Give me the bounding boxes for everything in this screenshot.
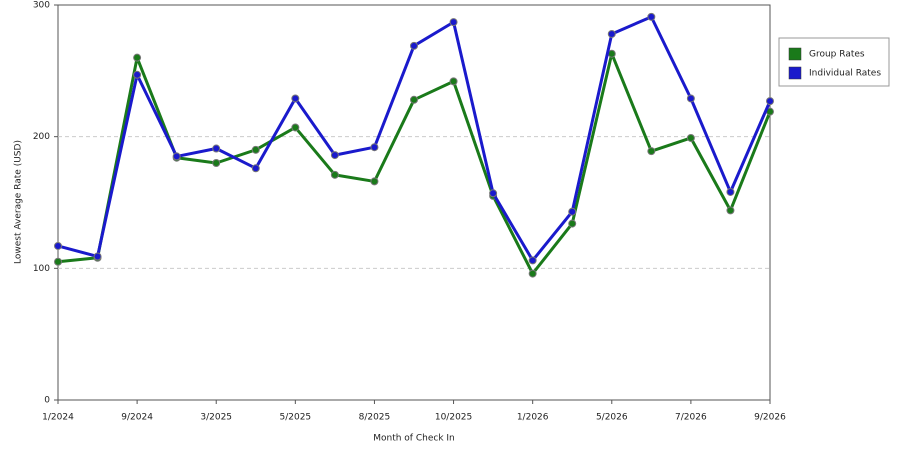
data-point (647, 12, 656, 21)
y-tick-label: 300 (33, 1, 50, 11)
data-point (766, 97, 774, 106)
x-tick-label: 3/2025 (200, 413, 232, 423)
data-point (607, 29, 616, 38)
data-point (726, 187, 735, 196)
data-point (489, 189, 498, 198)
data-point (410, 41, 418, 50)
plot-frame (57, 4, 771, 401)
data-point (291, 123, 300, 132)
data-point (54, 241, 62, 250)
data-point (449, 77, 458, 86)
data-point (370, 177, 379, 186)
data-point (251, 145, 260, 154)
x-tick-label: 8/2025 (359, 413, 391, 423)
legend-swatch (788, 47, 802, 61)
data-point (410, 95, 418, 104)
data-point (568, 207, 577, 216)
data-point (291, 94, 300, 103)
data-point (568, 219, 577, 228)
x-tick-label: 1/2024 (42, 413, 74, 423)
x-axis-label: Month of Check In (373, 434, 455, 444)
data-point (528, 256, 537, 265)
x-tick-label: 9/2026 (754, 413, 786, 423)
x-tick-label: 1/2026 (517, 413, 549, 423)
data-point (370, 143, 379, 152)
y-tick-label: 0 (44, 396, 50, 406)
data-point (212, 159, 221, 167)
data-point (449, 18, 458, 27)
data-point (172, 152, 181, 161)
x-tick-label: 5/2025 (279, 413, 311, 423)
data-point (647, 147, 656, 156)
legend-swatch (788, 66, 802, 80)
data-point (726, 206, 735, 215)
x-tick-label: 5/2026 (596, 413, 628, 423)
x-tick-label: 7/2026 (675, 413, 707, 423)
data-point (330, 151, 339, 160)
data-point (251, 164, 260, 173)
data-point (686, 133, 695, 142)
legend-label: Individual Rates (809, 69, 881, 79)
x-tick-label: 10/2025 (435, 413, 472, 423)
data-point (54, 257, 62, 266)
series-line (57, 52, 772, 276)
data-point (133, 70, 142, 79)
data-point (212, 144, 221, 153)
legend-label: Group Rates (809, 50, 865, 60)
y-tick-label: 200 (33, 132, 50, 142)
data-point (528, 269, 537, 278)
series-line (57, 15, 772, 262)
data-point (133, 53, 142, 62)
data-point (686, 94, 695, 103)
data-point (93, 252, 102, 261)
x-tick-label: 9/2024 (121, 413, 153, 423)
y-axis-label: Lowest Average Rate (USD) (14, 140, 24, 264)
y-tick-label: 100 (33, 264, 50, 274)
data-point (330, 170, 339, 179)
